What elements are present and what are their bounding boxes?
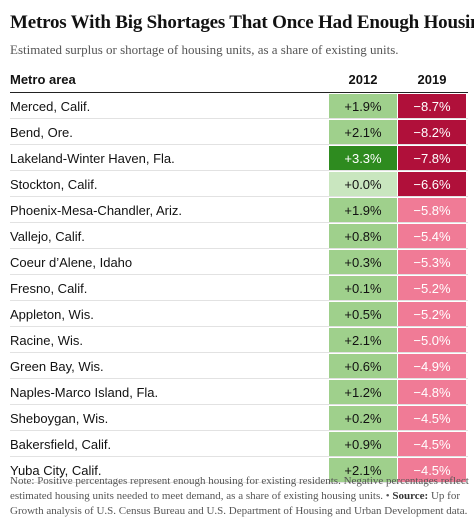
note-text: Note: Positive percentages represent eno… (10, 475, 469, 502)
metro-name-cell: Lakeland-Winter Haven, Fla. (10, 150, 175, 166)
value-2012-cell: +2.1% (329, 458, 397, 482)
header-2012: 2012 (348, 71, 378, 87)
value-2012-cell: +0.1% (329, 276, 397, 300)
table-row: Racine, Wis. +2.1% −5.0% (10, 328, 468, 353)
value-2019-cell: −5.3% (398, 250, 466, 274)
value-2019-cell: −5.2% (398, 276, 466, 300)
metro-name-cell: Fresno, Calif. (10, 280, 88, 296)
value-2012-cell: +2.1% (329, 328, 397, 352)
value-2019-cell: −8.2% (398, 120, 466, 144)
value-2019-cell: −5.0% (398, 328, 466, 352)
value-2012-cell: +1.2% (329, 380, 397, 404)
table-row: Bakersfield, Calif. +0.9% −4.5% (10, 432, 468, 457)
value-2019-cell: −7.8% (398, 146, 466, 170)
metro-name-cell: Phoenix-Mesa-Chandler, Ariz. (10, 202, 182, 218)
table-row: Stockton, Calif. +0.0% −6.6% (10, 172, 468, 197)
table-body: Merced, Calif. +1.9% −8.7% Bend, Ore. +2.1% −… (10, 94, 468, 483)
metro-name-cell: Bend, Ore. (10, 124, 73, 140)
table-row: Merced, Calif. +1.9% −8.7% (10, 94, 468, 119)
table-row: Vallejo, Calif. +0.8% −5.4% (10, 224, 468, 249)
header-2019: 2019 (417, 71, 447, 87)
source-text: Up for Growth analysis of U.S. Census Bu… (10, 490, 468, 517)
header-metro-area: Metro area (10, 71, 76, 87)
value-2019-cell: −8.7% (398, 94, 466, 118)
chart-title: Metros With Big Shortages That Once Had … (10, 12, 474, 33)
table-row: Phoenix-Mesa-Chandler, Ariz. +1.9% −5.8% (10, 198, 468, 223)
metro-name-cell: Naples-Marco Island, Fla. (10, 384, 159, 400)
table-row: Naples-Marco Island, Fla. +1.2% −4.8% (10, 380, 468, 405)
value-2012-cell: +1.9% (329, 94, 397, 118)
value-2012-cell: +3.3% (329, 146, 397, 170)
source-label: Source: (392, 490, 429, 502)
value-2012-cell: +0.5% (329, 302, 397, 326)
value-2019-cell: −5.4% (398, 224, 466, 248)
value-2012-cell: +0.8% (329, 224, 397, 248)
chart-subtitle: Estimated surplus or shortage of housing… (10, 42, 399, 57)
table-row: Appleton, Wis. +0.5% −5.2% (10, 302, 468, 327)
value-2019-cell: −4.5% (398, 406, 466, 430)
table-row: Fresno, Calif. +0.1% −5.2% (10, 276, 468, 301)
housing-table: Metro area 2012 2019 Merced, Calif. +1.9%… (10, 66, 468, 483)
footnote: Note: Positive percentages represent eno… (10, 474, 470, 519)
value-2019-cell: −6.6% (398, 172, 466, 196)
value-2019-cell: −4.5% (398, 432, 466, 456)
value-2019-cell: −5.8% (398, 198, 466, 222)
value-2012-cell: +0.6% (329, 354, 397, 378)
table-row: Bend, Ore. +2.1% −8.2% (10, 120, 468, 145)
value-2012-cell: +1.9% (329, 198, 397, 222)
value-2012-cell: +0.2% (329, 406, 397, 430)
value-2019-cell: −5.2% (398, 302, 466, 326)
table-row: Green Bay, Wis. +0.6% −4.9% (10, 354, 468, 379)
metro-name-cell: Appleton, Wis. (10, 306, 94, 322)
value-2012-cell: +0.0% (329, 172, 397, 196)
metro-name-cell: Bakersfield, Calif. (10, 436, 112, 452)
value-2012-cell: +0.9% (329, 432, 397, 456)
value-2019-cell: −4.5% (398, 458, 466, 482)
metro-name-cell: Stockton, Calif. (10, 176, 98, 192)
note-separator: • (385, 490, 390, 502)
value-2019-cell: −4.8% (398, 380, 466, 404)
metro-name-cell: Sheboygan, Wis. (10, 410, 109, 426)
table-header: Metro area 2012 2019 (10, 66, 468, 93)
table-row: Yuba City, Calif. +2.1% −4.5% (10, 458, 468, 483)
table-row: Coeur d’Alene, Idaho +0.3% −5.3% (10, 250, 468, 275)
table-row: Sheboygan, Wis. +0.2% −4.5% (10, 406, 468, 431)
metro-name-cell: Vallejo, Calif. (10, 228, 85, 244)
metro-name-cell: Racine, Wis. (10, 332, 83, 348)
metro-name-cell: Merced, Calif. (10, 98, 91, 114)
value-2019-cell: −4.9% (398, 354, 466, 378)
value-2012-cell: +0.3% (329, 250, 397, 274)
metro-name-cell: Yuba City, Calif. (10, 462, 102, 478)
value-2012-cell: +2.1% (329, 120, 397, 144)
metro-name-cell: Coeur d’Alene, Idaho (10, 254, 133, 270)
metro-name-cell: Green Bay, Wis. (10, 358, 104, 374)
table-row: Lakeland-Winter Haven, Fla. +3.3% −7.8% (10, 146, 468, 171)
